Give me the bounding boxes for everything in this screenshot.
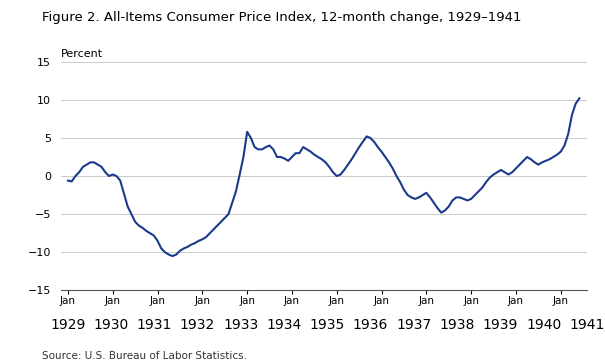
- Text: Figure 2. All-Items Consumer Price Index, 12-month change, 1929–1941: Figure 2. All-Items Consumer Price Index…: [42, 11, 522, 24]
- Text: Percent: Percent: [60, 49, 103, 60]
- Text: Source: U.S. Bureau of Labor Statistics.: Source: U.S. Bureau of Labor Statistics.: [42, 351, 247, 361]
